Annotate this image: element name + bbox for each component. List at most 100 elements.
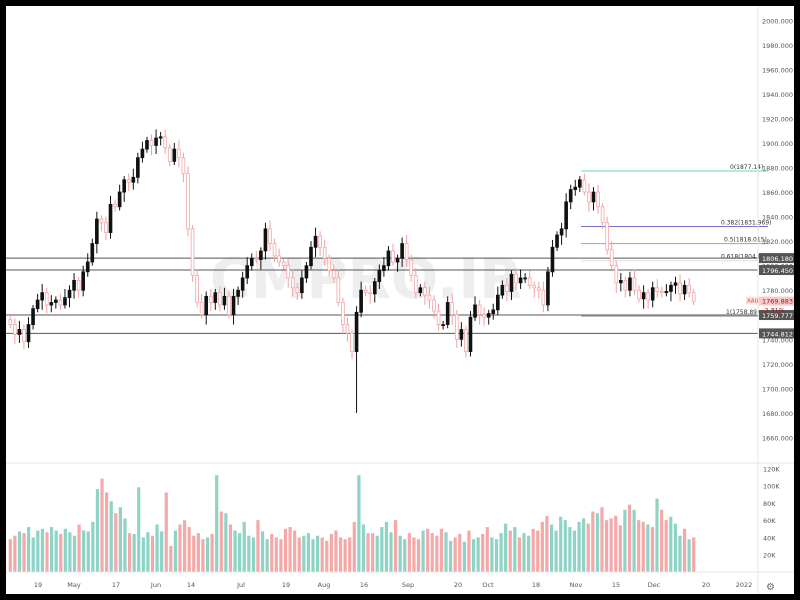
volume-bar	[247, 535, 251, 572]
x-tick-label: 20	[454, 581, 462, 589]
volume-bar	[123, 518, 127, 572]
y-tick-label: 1900.000	[762, 140, 793, 148]
volume-bar	[453, 537, 457, 572]
volume-bar	[403, 539, 407, 572]
volume-bar	[59, 533, 63, 572]
volume-bar	[692, 537, 696, 572]
volume-bar	[54, 530, 58, 572]
candle-body	[117, 191, 122, 208]
volume-bar	[224, 513, 228, 572]
volume-bar	[361, 524, 366, 572]
candle-body	[646, 292, 650, 301]
volume-bar	[632, 509, 636, 572]
volume-bar	[669, 516, 673, 572]
candle-body	[63, 297, 67, 306]
candle-body	[331, 270, 336, 279]
candle-body	[218, 292, 222, 306]
volume-bar	[609, 518, 613, 572]
candle-body	[527, 277, 532, 286]
volume-bar	[458, 533, 462, 572]
y-tick-label: 1960.000	[762, 66, 793, 74]
volume-tick-label: 80K	[763, 500, 776, 508]
candle-body	[546, 271, 550, 306]
candle-body	[596, 191, 600, 208]
volume-bar	[205, 537, 210, 572]
volume-bar	[27, 527, 31, 572]
volume-bar	[265, 539, 269, 572]
volume-bar	[426, 528, 430, 572]
candle-body	[500, 284, 505, 296]
last-price-label: 1769.883	[762, 298, 793, 306]
volume-bar	[329, 533, 333, 572]
volume-bar	[687, 539, 691, 572]
volume-bar	[627, 504, 632, 572]
candle-body	[359, 289, 363, 313]
volume-bar	[504, 523, 508, 572]
volume-bar	[31, 537, 35, 572]
candle-body	[90, 243, 95, 263]
volume-bar	[178, 524, 182, 572]
candle-body	[404, 243, 409, 260]
x-tick-label: Sep	[402, 581, 414, 589]
volume-bar	[517, 537, 522, 572]
volume-bar	[389, 532, 393, 572]
candle-body	[391, 250, 395, 263]
volume-bar	[173, 530, 178, 572]
volume-bar	[508, 530, 512, 572]
volume-bar	[540, 521, 544, 572]
candle-body	[477, 304, 482, 316]
candle-body	[691, 292, 696, 302]
candle-body	[614, 265, 619, 284]
volume-bar	[481, 533, 485, 572]
level-label: 1759.777	[762, 312, 793, 320]
volume-bar	[8, 539, 12, 572]
y-tick-label: 1980.000	[762, 42, 793, 50]
volume-bar	[283, 528, 288, 572]
volume-bar	[22, 533, 26, 572]
volume-bar	[95, 489, 100, 572]
volume-bar	[146, 532, 150, 572]
volume-bar	[306, 533, 311, 572]
volume-bar	[531, 528, 535, 572]
volume-bar	[302, 535, 306, 572]
candle-body	[491, 309, 496, 314]
candle-body	[67, 289, 72, 298]
candle-body	[509, 273, 514, 292]
last-price-bg	[759, 296, 794, 306]
candle-body	[272, 243, 277, 257]
fib-label: 0.382(1831.969)	[721, 219, 772, 226]
volume-tick-label: 100K	[763, 483, 780, 491]
volume-bar	[380, 527, 384, 572]
level-label: 1806.180	[762, 255, 793, 263]
candle-body	[26, 324, 31, 343]
volume-bar	[637, 520, 641, 572]
symbol-label-bg	[746, 296, 770, 305]
volume-bar	[17, 531, 22, 572]
volume-bar	[577, 521, 581, 572]
volume-bar	[233, 530, 237, 572]
candle-body	[300, 277, 304, 294]
volume-bar	[467, 530, 471, 572]
candle-body	[304, 265, 309, 279]
candle-body	[582, 179, 587, 193]
price-chart[interactable]: CMPRO.IR 0(1877.14)0.382(1831.969)0.5(18…	[6, 6, 794, 594]
candle-body	[495, 294, 500, 311]
volume-bar	[105, 492, 109, 572]
volume-bar	[201, 539, 205, 572]
volume-bar	[549, 524, 554, 572]
gear-icon[interactable]: ⚙	[766, 582, 775, 593]
candle-body	[578, 179, 582, 188]
volume-bar	[439, 528, 444, 572]
candle-body	[650, 287, 655, 301]
candle-body	[49, 302, 54, 306]
volume-bar	[297, 537, 301, 572]
volume-bar	[646, 524, 650, 572]
candle-body	[591, 191, 596, 203]
candle-body	[464, 329, 468, 352]
volume-bar	[141, 537, 145, 572]
candle-body	[249, 257, 254, 267]
level-label: 1796.450	[762, 267, 793, 275]
volume-bar	[682, 528, 687, 572]
volume-bar	[40, 528, 45, 572]
candle-body	[505, 284, 509, 292]
